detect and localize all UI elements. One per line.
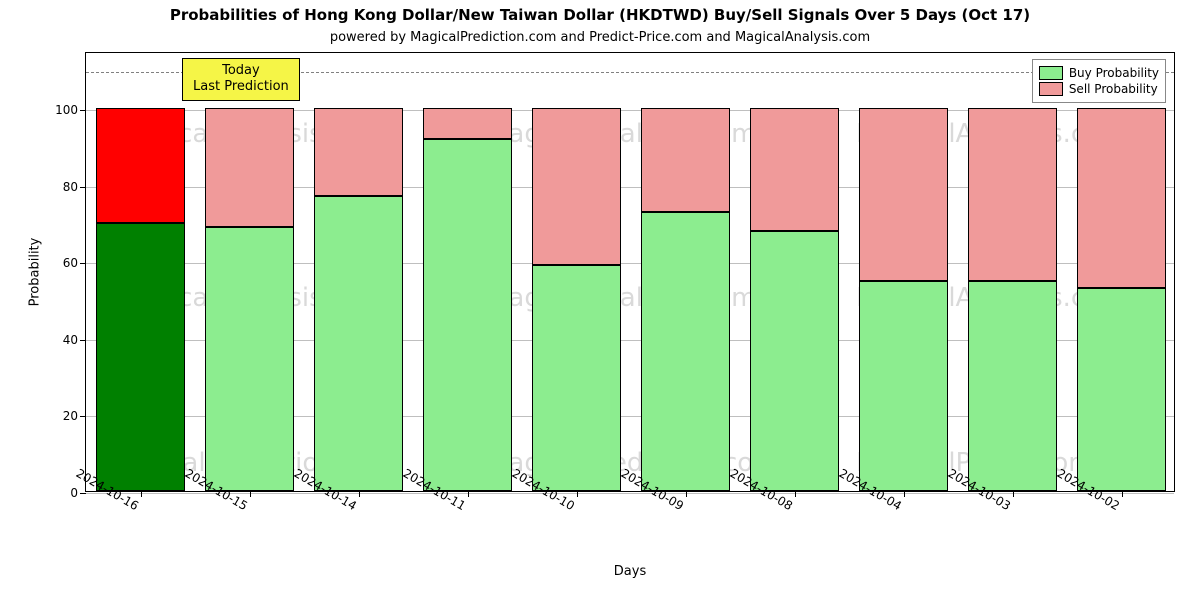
legend-swatch — [1039, 66, 1063, 80]
bar-buy — [314, 196, 403, 491]
bar-buy — [750, 231, 839, 491]
ytick-mark — [80, 493, 86, 494]
ytick-label: 80 — [63, 180, 78, 194]
y-axis-label: Probability — [28, 238, 43, 307]
bar-sell — [532, 108, 621, 265]
bar-stack — [859, 108, 948, 491]
legend-item: Sell Probability — [1039, 82, 1159, 96]
bar-stack — [532, 108, 621, 491]
bar-sell — [423, 108, 512, 139]
chart-container: Probabilities of Hong Kong Dollar/New Ta… — [0, 0, 1200, 600]
legend-item: Buy Probability — [1039, 66, 1159, 80]
xtick-mark — [250, 491, 251, 497]
xtick-mark — [577, 491, 578, 497]
ytick-mark — [80, 263, 86, 264]
bar-stack — [96, 108, 185, 491]
bar-sell — [859, 108, 948, 280]
xtick-mark — [1122, 491, 1123, 497]
bar-sell — [205, 108, 294, 227]
chart-subtitle: powered by MagicalPrediction.com and Pre… — [0, 30, 1200, 45]
x-axis-label: Days — [614, 564, 646, 579]
ytick-mark — [80, 110, 86, 111]
bar-sell — [1077, 108, 1166, 288]
bar-buy — [968, 281, 1057, 491]
ytick-label: 0 — [70, 486, 78, 500]
ytick-mark — [80, 416, 86, 417]
today-annotation: TodayLast Prediction — [182, 58, 300, 101]
xtick-mark — [1013, 491, 1014, 497]
bar-stack — [205, 108, 294, 491]
bar-stack — [750, 108, 839, 491]
legend-swatch — [1039, 82, 1063, 96]
xtick-mark — [359, 491, 360, 497]
bar-sell — [750, 108, 839, 230]
bar-buy — [96, 223, 185, 491]
bar-buy — [423, 139, 512, 491]
legend-label: Sell Probability — [1069, 82, 1158, 96]
bar-buy — [532, 265, 621, 491]
xtick-mark — [904, 491, 905, 497]
bar-buy — [641, 212, 730, 491]
ytick-mark — [80, 187, 86, 188]
bar-stack — [423, 108, 512, 491]
xtick-mark — [686, 491, 687, 497]
bar-sell — [96, 108, 185, 223]
ytick-label: 20 — [63, 409, 78, 423]
plot-area: 020406080100MagicalAnalysis.comMagicalAn… — [85, 52, 1175, 492]
ytick-label: 100 — [55, 103, 78, 117]
bar-stack — [641, 108, 730, 491]
bar-stack — [1077, 108, 1166, 491]
bar-sell — [641, 108, 730, 211]
legend-label: Buy Probability — [1069, 66, 1159, 80]
xtick-mark — [468, 491, 469, 497]
bar-sell — [968, 108, 1057, 280]
bar-buy — [1077, 288, 1166, 491]
chart-title: Probabilities of Hong Kong Dollar/New Ta… — [0, 6, 1200, 24]
bar-buy — [205, 227, 294, 491]
xtick-mark — [141, 491, 142, 497]
legend: Buy Probability Sell Probability — [1032, 59, 1166, 103]
bar-stack — [314, 108, 403, 491]
xtick-mark — [795, 491, 796, 497]
ytick-label: 60 — [63, 256, 78, 270]
bar-stack — [968, 108, 1057, 491]
ytick-label: 40 — [63, 333, 78, 347]
ytick-mark — [80, 340, 86, 341]
bar-sell — [314, 108, 403, 196]
bar-buy — [859, 281, 948, 491]
